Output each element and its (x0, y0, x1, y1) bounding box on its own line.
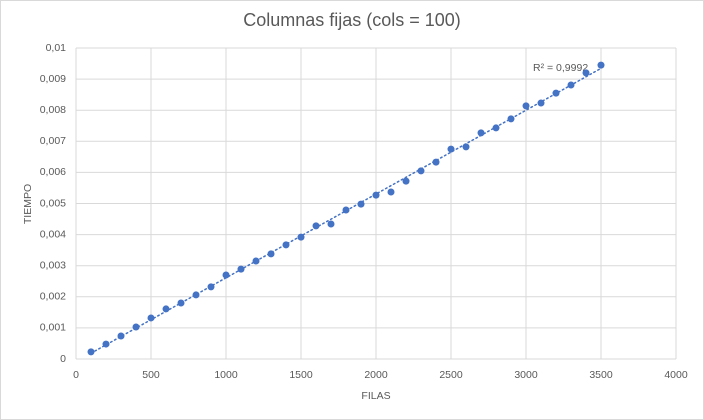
point (522, 102, 530, 110)
point (342, 206, 350, 214)
y-tick-label: 0,007 (40, 135, 66, 147)
point (282, 241, 290, 249)
point (357, 200, 365, 208)
y-tick-label: 0,001 (40, 322, 66, 334)
x-tick-label: 500 (142, 369, 160, 381)
point (597, 61, 605, 69)
point (207, 283, 215, 291)
y-tick-label: 0,005 (40, 197, 66, 209)
point (372, 191, 380, 199)
point (177, 299, 185, 307)
point (492, 124, 500, 132)
point (117, 332, 125, 340)
point (567, 81, 575, 89)
point (537, 99, 545, 107)
x-axis-label: FILAS (361, 390, 390, 402)
x-tick-label: 1500 (289, 369, 313, 381)
y-tick-label: 0,01 (46, 42, 67, 54)
point (402, 177, 410, 185)
point (252, 257, 260, 265)
point (222, 271, 230, 279)
point (462, 143, 470, 151)
x-tick-label: 4000 (664, 369, 688, 381)
point (507, 115, 515, 123)
annotation: R² = 0,9992 (533, 62, 588, 74)
point (477, 129, 485, 137)
x-tick-label: 0 (73, 369, 79, 381)
point (297, 233, 305, 241)
chart-title: Columnas fijas (cols = 100) (243, 10, 461, 30)
x-tick-label: 3500 (589, 369, 613, 381)
x-tick-label: 2000 (364, 369, 388, 381)
point (447, 145, 455, 153)
point (132, 323, 140, 331)
x-tick-label: 2500 (439, 369, 463, 381)
y-tick-label: 0,003 (40, 259, 66, 271)
y-tick-label: 0,002 (40, 291, 66, 303)
x-tick-label: 3000 (514, 369, 538, 381)
point (162, 305, 170, 313)
point (552, 89, 560, 97)
point (417, 167, 425, 175)
y-tick-label: 0,008 (40, 104, 66, 116)
point (432, 158, 440, 166)
point (267, 250, 275, 258)
point (312, 222, 320, 230)
y-axis-label: TIEMPO (22, 184, 34, 224)
y-tick-label: 0,009 (40, 73, 66, 85)
point (237, 265, 245, 273)
point (582, 69, 590, 77)
point (192, 291, 200, 299)
y-tick-label: 0 (60, 353, 66, 365)
point (87, 348, 95, 356)
point (387, 188, 395, 196)
y-tick-label: 0,006 (40, 166, 66, 178)
y-tick-label: 0,004 (40, 228, 66, 240)
x-tick-label: 1000 (214, 369, 238, 381)
point (102, 340, 110, 348)
point (327, 220, 335, 228)
point (147, 314, 155, 322)
